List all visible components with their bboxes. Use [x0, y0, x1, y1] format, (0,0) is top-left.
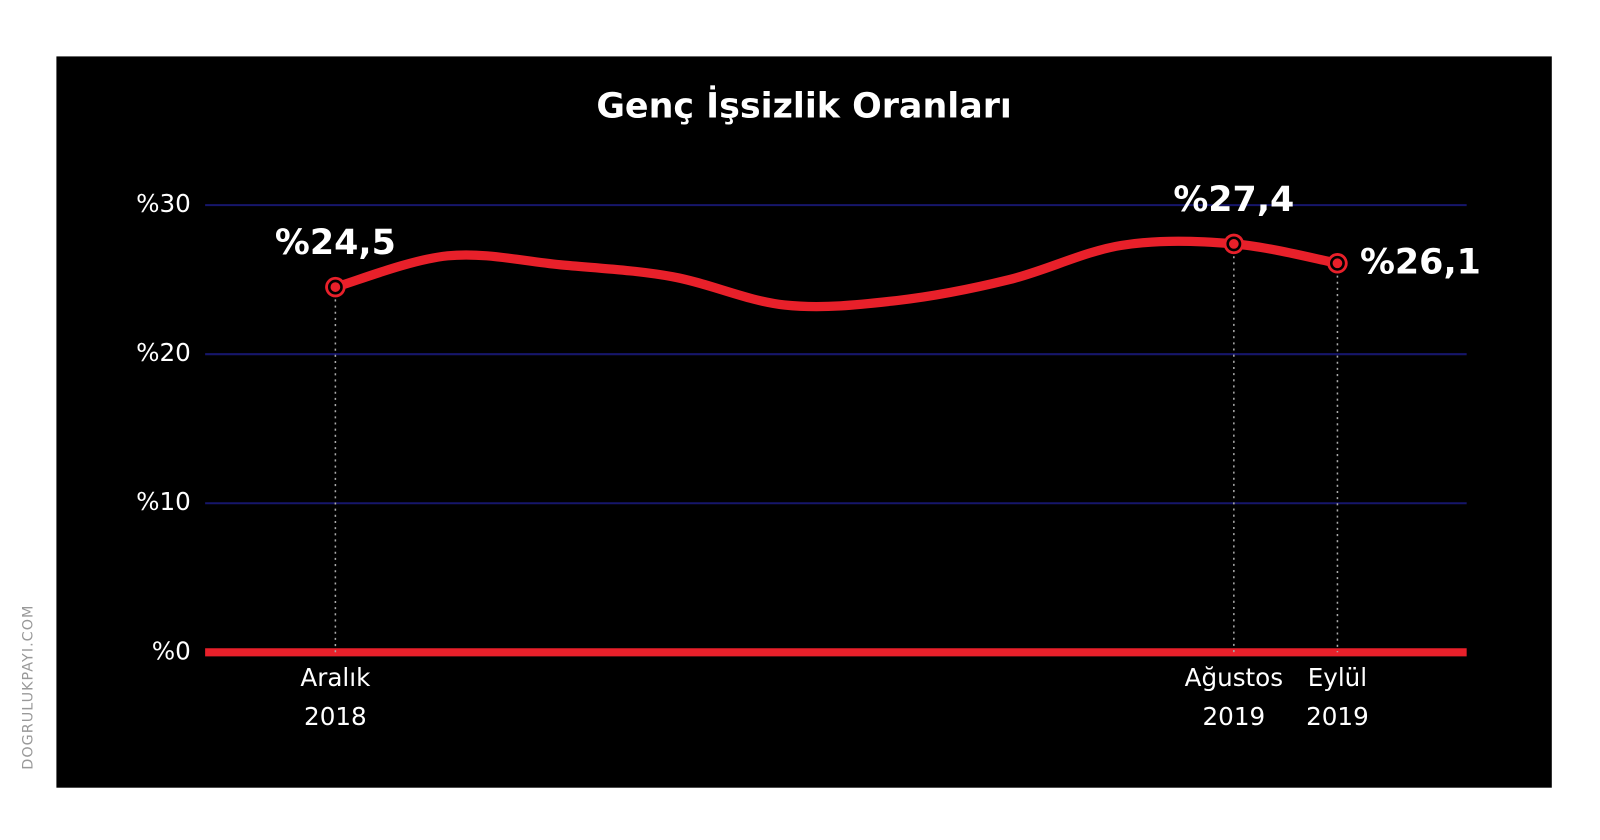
y-tick-label: %10: [136, 487, 191, 516]
line: [330, 236, 1343, 312]
y-tick-label: %0: [152, 636, 191, 665]
x-tick-label: Aralık 2018: [300, 663, 371, 732]
watermark: DOGRULUKPAYI.COM: [21, 605, 37, 770]
x-tick-label-box: Ağustos 2019: [1184, 663, 1284, 732]
y-tick-label: %30: [136, 189, 191, 218]
point-ring: [327, 279, 343, 295]
point-ring: [1226, 236, 1242, 252]
point-ring: [1329, 255, 1345, 271]
y-tick-label: %20: [136, 338, 191, 367]
x-tick-label-box: Aralık 2018: [300, 663, 371, 732]
data-label: %27,4: [1173, 180, 1294, 220]
data-label: %24,5: [275, 223, 396, 263]
chart-panel: [56, 56, 1552, 788]
chart-title: Genç İşsizlik Oranları: [596, 85, 1012, 127]
x-tick-label: Eylül 2019: [1306, 663, 1369, 732]
data-label: %26,1: [1360, 242, 1481, 282]
x-tick-label: Ağustos 2019: [1184, 663, 1284, 732]
x-tick-label-box: Eylül 2019: [1306, 663, 1369, 732]
